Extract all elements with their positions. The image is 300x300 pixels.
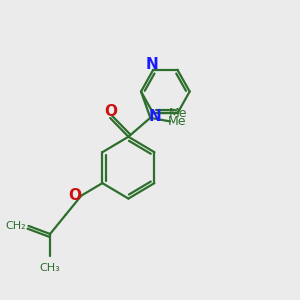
Text: CH₂: CH₂ xyxy=(6,221,26,231)
Text: N: N xyxy=(148,109,161,124)
Text: O: O xyxy=(104,104,117,119)
Text: Me: Me xyxy=(168,115,186,128)
Text: N: N xyxy=(146,57,159,72)
Text: CH₃: CH₃ xyxy=(40,262,60,272)
Text: O: O xyxy=(68,188,82,202)
Text: Me: Me xyxy=(169,107,188,120)
